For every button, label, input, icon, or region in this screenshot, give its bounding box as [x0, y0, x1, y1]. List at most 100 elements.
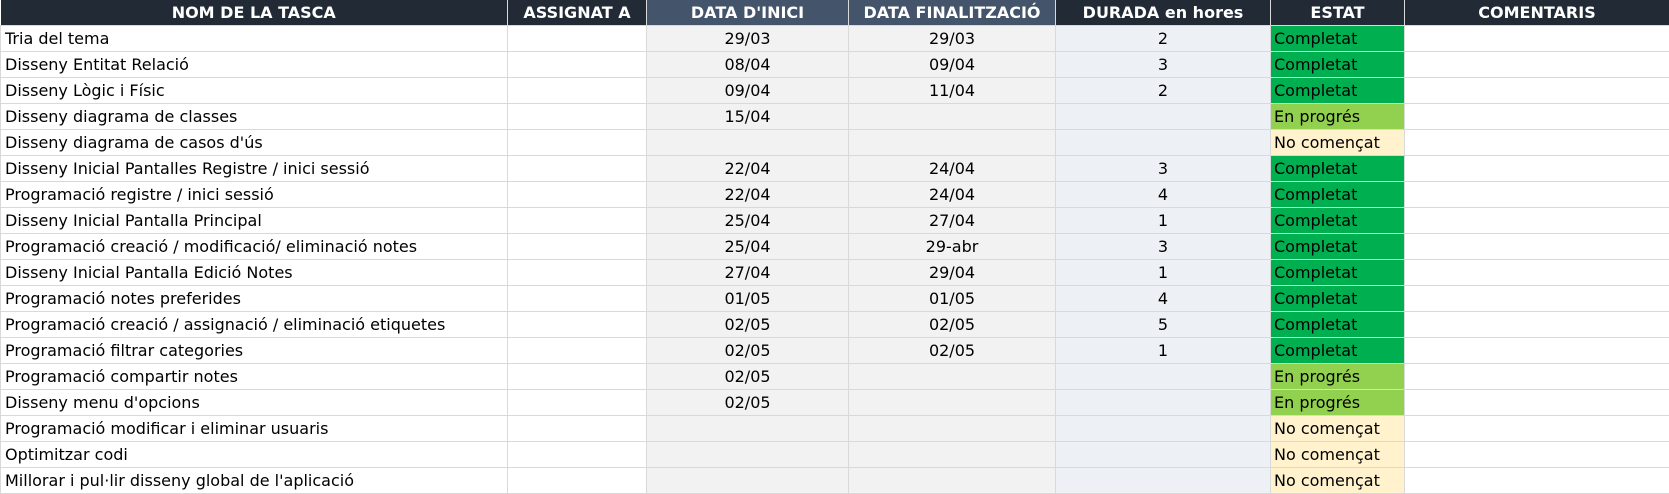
end-date-cell[interactable] — [848, 363, 1056, 390]
comments-cell[interactable] — [1404, 337, 1669, 364]
status-cell[interactable]: Completat — [1270, 259, 1405, 286]
end-date-cell[interactable] — [848, 441, 1056, 468]
status-cell[interactable]: Completat — [1270, 77, 1405, 104]
task-name-cell[interactable]: Programació compartir notes — [0, 363, 508, 390]
duration-cell[interactable] — [1055, 441, 1271, 468]
end-date-cell[interactable]: 09/04 — [848, 51, 1056, 78]
comments-cell[interactable] — [1404, 285, 1669, 312]
duration-cell[interactable] — [1055, 467, 1271, 494]
end-date-cell[interactable] — [848, 103, 1056, 130]
duration-cell[interactable]: 4 — [1055, 181, 1271, 208]
header-comments[interactable]: COMENTARIS — [1404, 0, 1669, 26]
end-date-cell[interactable]: 24/04 — [848, 181, 1056, 208]
assigned-to-cell[interactable] — [507, 363, 647, 390]
duration-cell[interactable]: 4 — [1055, 285, 1271, 312]
task-name-cell[interactable]: Disseny Entitat Relació — [0, 51, 508, 78]
end-date-cell[interactable]: 29/03 — [848, 25, 1056, 52]
assigned-to-cell[interactable] — [507, 155, 647, 182]
duration-cell[interactable]: 3 — [1055, 233, 1271, 260]
end-date-cell[interactable]: 01/05 — [848, 285, 1056, 312]
comments-cell[interactable] — [1404, 155, 1669, 182]
task-name-cell[interactable]: Disseny diagrama de casos d'ús — [0, 129, 508, 156]
task-name-cell[interactable]: Programació modificar i eliminar usuaris — [0, 415, 508, 442]
assigned-to-cell[interactable] — [507, 259, 647, 286]
header-assigned-to[interactable]: ASSIGNAT A — [507, 0, 647, 26]
comments-cell[interactable] — [1404, 51, 1669, 78]
comments-cell[interactable] — [1404, 389, 1669, 416]
duration-cell[interactable]: 3 — [1055, 155, 1271, 182]
start-date-cell[interactable] — [646, 129, 849, 156]
status-cell[interactable]: Completat — [1270, 155, 1405, 182]
start-date-cell[interactable]: 02/05 — [646, 363, 849, 390]
comments-cell[interactable] — [1404, 129, 1669, 156]
status-cell[interactable]: Completat — [1270, 207, 1405, 234]
assigned-to-cell[interactable] — [507, 389, 647, 416]
status-cell[interactable]: En progrés — [1270, 103, 1405, 130]
end-date-cell[interactable]: 27/04 — [848, 207, 1056, 234]
status-cell[interactable]: Completat — [1270, 181, 1405, 208]
duration-cell[interactable] — [1055, 415, 1271, 442]
task-name-cell[interactable]: Disseny diagrama de classes — [0, 103, 508, 130]
status-cell[interactable]: En progrés — [1270, 363, 1405, 390]
assigned-to-cell[interactable] — [507, 181, 647, 208]
start-date-cell[interactable]: 02/05 — [646, 311, 849, 338]
assigned-to-cell[interactable] — [507, 51, 647, 78]
start-date-cell[interactable]: 15/04 — [646, 103, 849, 130]
status-cell[interactable]: No començat — [1270, 467, 1405, 494]
duration-cell[interactable]: 3 — [1055, 51, 1271, 78]
header-task-name[interactable]: NOM DE LA TASCA — [0, 0, 508, 26]
assigned-to-cell[interactable] — [507, 311, 647, 338]
task-name-cell[interactable]: Programació registre / inici sessió — [0, 181, 508, 208]
status-cell[interactable]: Completat — [1270, 311, 1405, 338]
status-cell[interactable]: No començat — [1270, 129, 1405, 156]
start-date-cell[interactable]: 09/04 — [646, 77, 849, 104]
comments-cell[interactable] — [1404, 103, 1669, 130]
start-date-cell[interactable]: 01/05 — [646, 285, 849, 312]
comments-cell[interactable] — [1404, 467, 1669, 494]
duration-cell[interactable]: 1 — [1055, 259, 1271, 286]
task-name-cell[interactable]: Optimitzar codi — [0, 441, 508, 468]
header-start-date[interactable]: DATA D'INICI — [646, 0, 849, 26]
end-date-cell[interactable] — [848, 415, 1056, 442]
start-date-cell[interactable]: 22/04 — [646, 155, 849, 182]
status-cell[interactable]: Completat — [1270, 233, 1405, 260]
comments-cell[interactable] — [1404, 259, 1669, 286]
status-cell[interactable]: En progrés — [1270, 389, 1405, 416]
status-cell[interactable]: Completat — [1270, 337, 1405, 364]
header-end-date[interactable]: DATA FINALITZACIÓ — [848, 0, 1056, 26]
task-name-cell[interactable]: Disseny Inicial Pantalla Principal — [0, 207, 508, 234]
duration-cell[interactable] — [1055, 103, 1271, 130]
end-date-cell[interactable]: 24/04 — [848, 155, 1056, 182]
status-cell[interactable]: Completat — [1270, 25, 1405, 52]
status-cell[interactable]: No començat — [1270, 415, 1405, 442]
header-status[interactable]: ESTAT — [1270, 0, 1405, 26]
comments-cell[interactable] — [1404, 25, 1669, 52]
end-date-cell[interactable] — [848, 467, 1056, 494]
start-date-cell[interactable] — [646, 415, 849, 442]
assigned-to-cell[interactable] — [507, 77, 647, 104]
start-date-cell[interactable]: 02/05 — [646, 389, 849, 416]
task-name-cell[interactable]: Programació creació / assignació / elimi… — [0, 311, 508, 338]
duration-cell[interactable] — [1055, 389, 1271, 416]
duration-cell[interactable] — [1055, 363, 1271, 390]
assigned-to-cell[interactable] — [507, 233, 647, 260]
comments-cell[interactable] — [1404, 415, 1669, 442]
comments-cell[interactable] — [1404, 181, 1669, 208]
comments-cell[interactable] — [1404, 363, 1669, 390]
assigned-to-cell[interactable] — [507, 415, 647, 442]
status-cell[interactable]: Completat — [1270, 51, 1405, 78]
start-date-cell[interactable]: 08/04 — [646, 51, 849, 78]
task-name-cell[interactable]: Disseny Lògic i Físic — [0, 77, 508, 104]
status-cell[interactable]: No començat — [1270, 441, 1405, 468]
task-name-cell[interactable]: Programació notes preferides — [0, 285, 508, 312]
assigned-to-cell[interactable] — [507, 207, 647, 234]
duration-cell[interactable]: 2 — [1055, 77, 1271, 104]
start-date-cell[interactable]: 22/04 — [646, 181, 849, 208]
assigned-to-cell[interactable] — [507, 337, 647, 364]
task-name-cell[interactable]: Disseny menu d'opcions — [0, 389, 508, 416]
assigned-to-cell[interactable] — [507, 129, 647, 156]
task-name-cell[interactable]: Tria del tema — [0, 25, 508, 52]
duration-cell[interactable]: 5 — [1055, 311, 1271, 338]
duration-cell[interactable] — [1055, 129, 1271, 156]
comments-cell[interactable] — [1404, 311, 1669, 338]
